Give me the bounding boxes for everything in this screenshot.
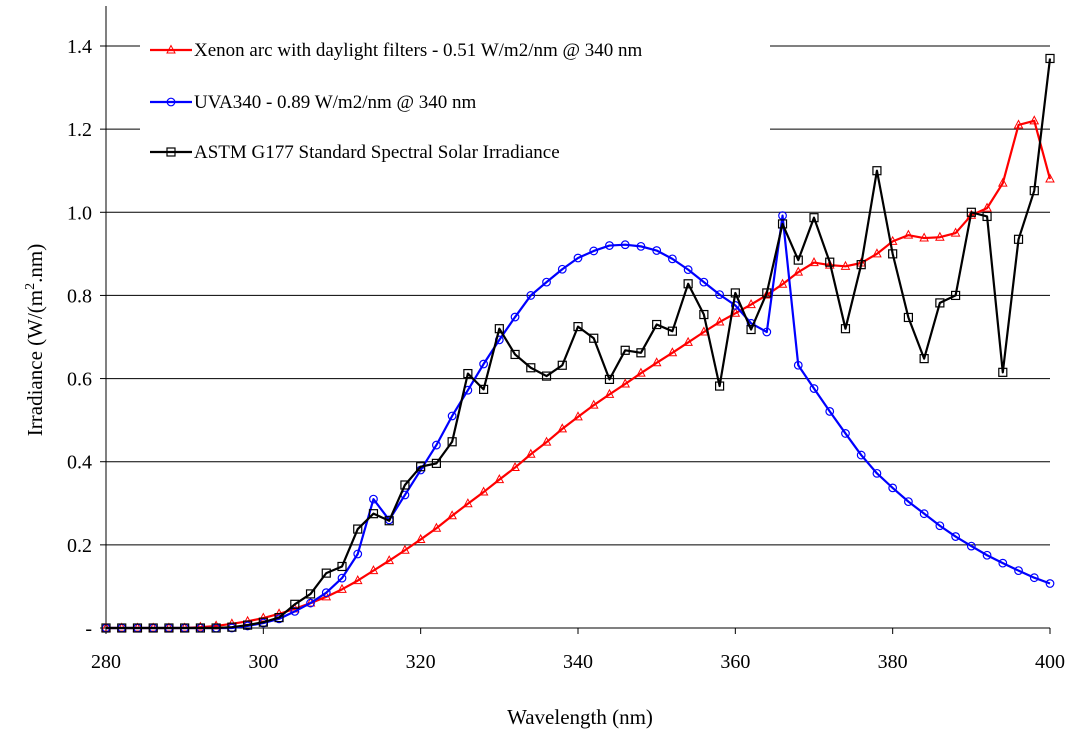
y-tick-label: -	[85, 618, 92, 640]
x-tick-label: 380	[878, 651, 908, 673]
y-tick-label: 0.2	[67, 535, 92, 557]
y-axis-title-sup: 2	[23, 283, 38, 290]
series-xenon-arc	[102, 116, 1054, 631]
x-tick-label: 360	[720, 651, 750, 673]
y-axis-title-main: Irradiance (W/(m	[23, 290, 47, 436]
x-tick-label: 400	[1035, 651, 1065, 673]
y-tick-label: 0.4	[67, 452, 92, 474]
x-tick-label: 300	[248, 651, 278, 673]
x-tick-label: 320	[406, 651, 436, 673]
x-tick-label: 280	[91, 651, 121, 673]
y-tick-label: 1.0	[67, 202, 92, 224]
series-line-xenon-arc	[106, 121, 1050, 628]
legend-label-xenon-arc: Xenon arc with daylight filters - 0.51 W…	[194, 40, 642, 61]
x-tick-label: 340	[563, 651, 593, 673]
x-axis-title: Wavelength (nm)	[507, 705, 653, 729]
legend-label-astm-g177: ASTM G177 Standard Spectral Solar Irradi…	[194, 142, 560, 163]
series-uva340	[102, 212, 1054, 632]
y-tick-label: 1.4	[67, 36, 92, 58]
y-axis-title: Irradiance (W/(m2.nm)	[23, 244, 47, 436]
y-tick-label: 0.8	[67, 285, 92, 307]
legend-label-uva340: UVA340 - 0.89 W/m2/nm @ 340 nm	[194, 92, 476, 113]
y-tick-label: 1.2	[67, 119, 92, 141]
series-line-uva340	[106, 216, 1050, 628]
y-tick-label: 0.6	[67, 369, 92, 391]
y-axis-title-end: .nm)	[23, 244, 47, 283]
